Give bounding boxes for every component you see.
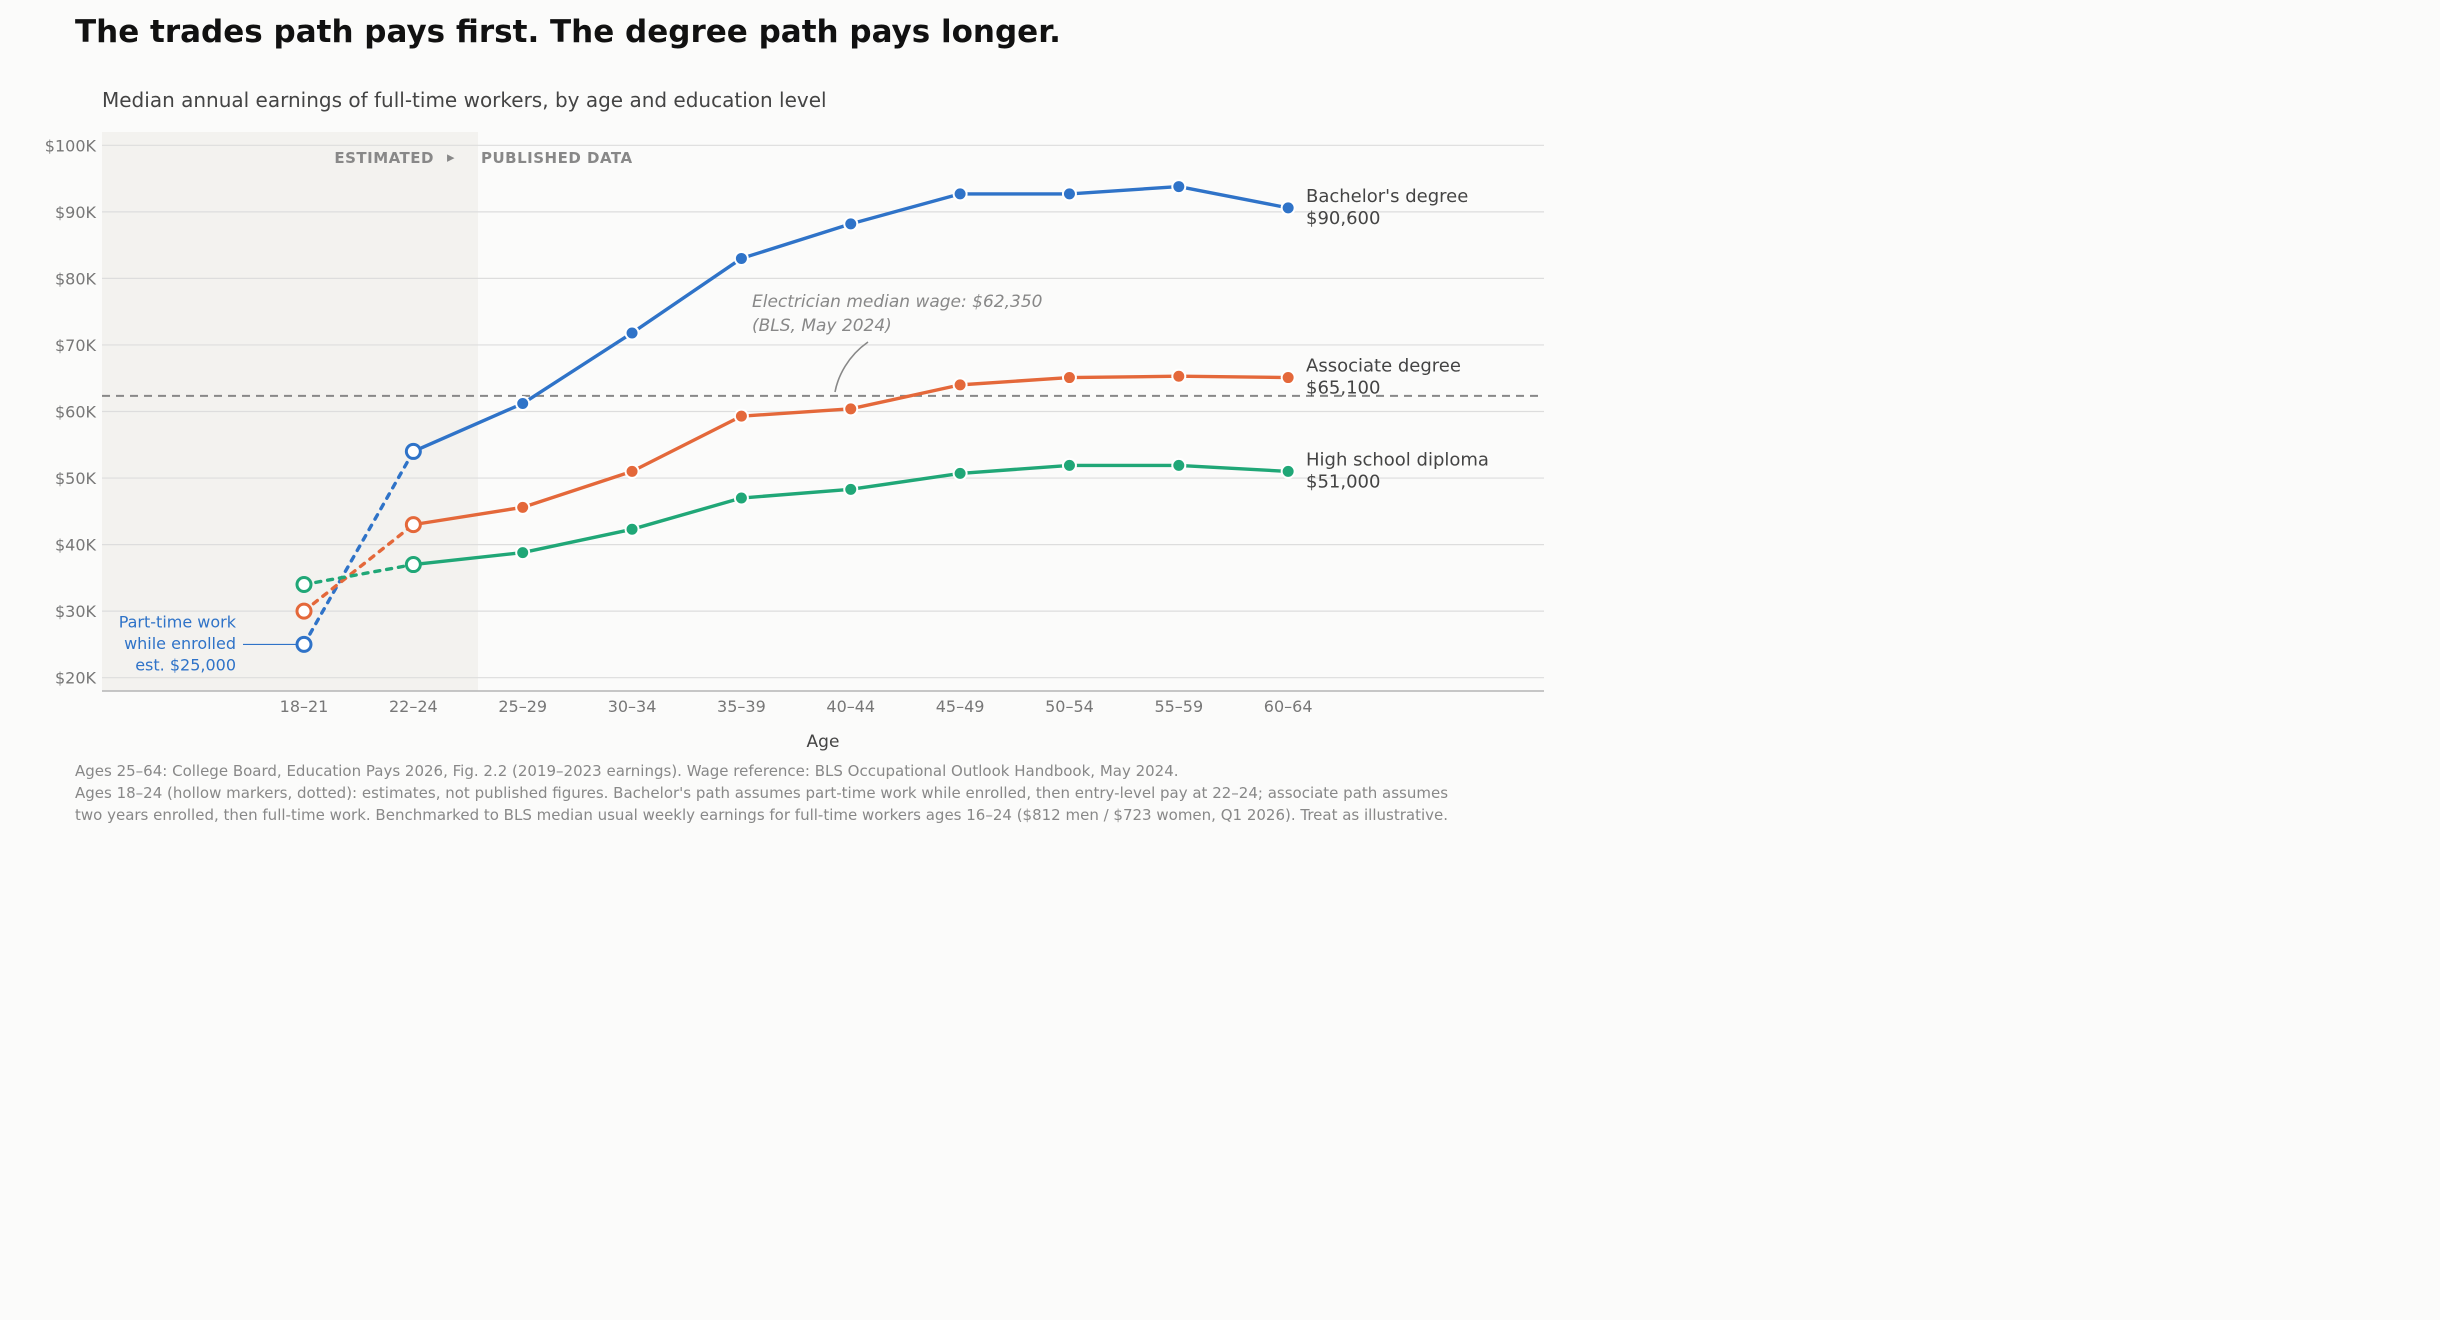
x-tick-label: 45–49 <box>936 697 985 716</box>
data-point <box>624 521 640 537</box>
data-point <box>952 465 968 481</box>
data-point <box>515 396 531 412</box>
data-point-estimated <box>295 635 313 653</box>
series-end-value: $65,100 <box>1306 378 1380 399</box>
series-end-value: $90,600 <box>1306 208 1380 229</box>
y-tick-label: $60K <box>55 403 97 422</box>
data-point <box>843 481 859 497</box>
footnote: Ages 25–64: College Board, Education Pay… <box>75 760 1448 826</box>
reference-label-source: (BLS, May 2024) <box>752 316 892 336</box>
data-point <box>1171 179 1187 195</box>
series-label: High school diploma <box>1306 449 1489 470</box>
data-point <box>1171 368 1187 384</box>
data-point <box>1061 457 1077 473</box>
data-point <box>843 216 859 232</box>
callout-label: est. $25,000 <box>135 655 236 674</box>
callout-label: Part-time work <box>119 612 237 631</box>
data-point-estimated <box>295 602 313 620</box>
y-tick-label: $90K <box>55 203 97 222</box>
x-tick-label: 55–59 <box>1154 697 1203 716</box>
data-point <box>1061 186 1077 202</box>
footnote-line-3: two years enrolled, then full-time work.… <box>75 806 1449 824</box>
estimated-label: ESTIMATED <box>334 149 434 167</box>
x-tick-label: 30–34 <box>608 697 657 716</box>
y-tick-label: $100K <box>45 136 97 155</box>
series-line-estimated <box>302 562 416 587</box>
series-end-value: $51,000 <box>1306 471 1380 492</box>
line-chart: $20K $30K $40K $50K $60K $70K $80K $90K $100K 18–… <box>45 132 1544 752</box>
data-point <box>952 186 968 202</box>
data-point <box>515 499 531 515</box>
data-point-estimated <box>295 576 313 594</box>
series-line <box>413 463 1289 567</box>
data-point <box>733 490 749 506</box>
series-line-estimated <box>302 449 416 647</box>
data-point <box>1171 457 1187 473</box>
chart-subtitle: Median annual earnings of full-time work… <box>102 88 827 112</box>
reference-label: Electrician median wage: $62,350 <box>752 292 1042 312</box>
y-tick-label: $80K <box>55 269 97 288</box>
x-tick-label: 50–54 <box>1045 697 1094 716</box>
x-axis-title: Age <box>807 732 840 752</box>
y-tick-label: $40K <box>55 536 97 555</box>
region-arrow-icon: ▸ <box>447 148 455 166</box>
x-tick-label: 18–21 <box>280 697 329 716</box>
chart-title: The trades path pays first. The degree p… <box>75 14 1061 50</box>
x-tick-label: 35–39 <box>717 697 766 716</box>
data-point-estimated <box>404 516 422 534</box>
data-point <box>1280 463 1296 479</box>
data-point <box>1280 370 1296 386</box>
y-tick-label: $30K <box>55 602 97 621</box>
data-point <box>1280 200 1296 216</box>
x-tick-label: 40–44 <box>826 697 875 716</box>
y-tick-label: $70K <box>55 336 97 355</box>
series-line-estimated <box>302 522 416 613</box>
y-tick-label: $50K <box>55 469 97 488</box>
x-tick-label: 60–64 <box>1264 697 1313 716</box>
x-tick-label: 25–29 <box>498 697 547 716</box>
data-point <box>624 325 640 341</box>
data-point <box>843 401 859 417</box>
data-point <box>515 545 531 561</box>
series-label: Associate degree <box>1306 356 1461 377</box>
reference-annotation-arrow <box>834 341 869 393</box>
data-point <box>733 408 749 424</box>
data-point-estimated <box>404 442 422 460</box>
data-point <box>624 463 640 479</box>
series-line <box>413 374 1289 527</box>
data-point <box>733 250 749 266</box>
x-tick-label: 22–24 <box>389 697 438 716</box>
footnote-line-1: Ages 25–64: College Board, Education Pay… <box>75 762 1179 780</box>
callout-label: while enrolled <box>124 634 236 653</box>
y-tick-label: $20K <box>55 669 97 688</box>
data-point-estimated <box>404 556 422 574</box>
footnote-line-2: Ages 18–24 (hollow markers, dotted): est… <box>75 784 1449 802</box>
published-data-label: PUBLISHED DATA <box>481 149 633 167</box>
data-point <box>1061 370 1077 386</box>
series-label: Bachelor's degree <box>1306 186 1468 207</box>
data-point <box>952 377 968 393</box>
